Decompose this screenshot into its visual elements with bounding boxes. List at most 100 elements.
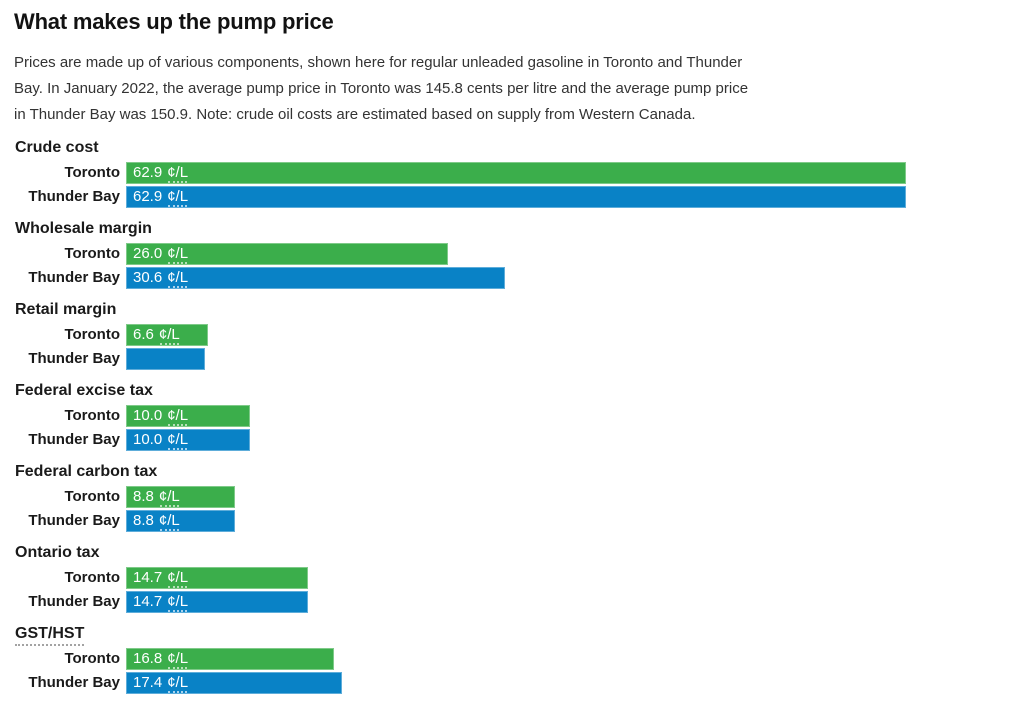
thunder-bay-bar: 17.4 ¢/L — [126, 672, 342, 694]
bar-value: 6.6 ¢/L — [126, 324, 180, 346]
row-label-toronto: Toronto — [64, 650, 120, 667]
unit-term[interactable]: ¢/L — [159, 324, 180, 346]
toronto-bar: 10.0 ¢/L — [126, 405, 250, 427]
bar-value: 30.6 ¢/L — [126, 267, 188, 289]
thunder-bay-bar: 30.6 ¢/L — [126, 267, 506, 289]
bar-value: 8.8 ¢/L — [126, 510, 180, 532]
category-label: Ontario tax — [15, 544, 100, 561]
toronto-bar: 8.8 ¢/L — [126, 486, 236, 508]
category-header: Federal excise tax — [15, 382, 912, 400]
unit-term[interactable]: ¢/L — [167, 405, 188, 427]
row-label-toronto: Toronto — [64, 245, 120, 262]
bar-value: 62.9 ¢/L — [126, 162, 188, 184]
bar-row: Toronto 62.9 ¢/L — [14, 162, 912, 184]
toronto-bar: 26.0 ¢/L — [126, 243, 449, 265]
bar-row: Thunder Bay 30.6 ¢/L — [14, 267, 912, 289]
article: What makes up the pump price Prices are … — [14, 9, 912, 694]
bar-track: 62.9 ¢/L — [126, 162, 906, 184]
category-header: GST/HST — [15, 625, 912, 646]
bar-row: Thunder Bay 10.0 ¢/L — [14, 429, 912, 451]
gst-hst-term[interactable]: GST/HST — [15, 625, 85, 646]
category-label: Federal excise tax — [15, 382, 153, 399]
bar-row: Toronto 14.7 ¢/L — [14, 567, 912, 589]
category-label: Wholesale margin — [15, 220, 152, 237]
row-label-toronto: Toronto — [64, 407, 120, 424]
unit-term[interactable]: ¢/L — [167, 186, 188, 208]
unit-term[interactable]: ¢/L — [167, 267, 188, 289]
row-label-toronto: Toronto — [64, 326, 120, 343]
bar-value: 8.8 ¢/L — [126, 486, 180, 508]
unit-term[interactable]: ¢/L — [167, 648, 188, 670]
bar-track: 14.7 ¢/L — [126, 591, 906, 613]
thunder-bay-bar: 62.9 ¢/L — [126, 186, 906, 208]
bar-track: 14.7 ¢/L — [126, 567, 906, 589]
bar-value: 16.8 ¢/L — [126, 648, 188, 670]
row-label-thunder-bay: Thunder Bay — [28, 431, 120, 448]
page-title: What makes up the pump price — [14, 9, 334, 34]
bar-row: Toronto 10.0 ¢/L — [14, 405, 912, 427]
bar-row: Toronto 26.0 ¢/L — [14, 243, 912, 265]
bar-row: Thunder Bay 62.9 ¢/L — [14, 186, 912, 208]
bar-value: 10.0 ¢/L — [126, 405, 188, 427]
row-label-toronto: Toronto — [64, 569, 120, 586]
bar-row: Toronto 16.8 ¢/L — [14, 648, 912, 670]
bar-value-number: 30.6 — [133, 269, 163, 286]
row-label-thunder-bay: Thunder Bay — [28, 350, 120, 367]
bar-value-number: 14.7 — [133, 569, 163, 586]
chart-group-federal-carbon-tax: Federal carbon tax Toronto 8.8 ¢/L Thunde… — [14, 463, 912, 532]
bar-row: Toronto 8.8 ¢/L — [14, 486, 912, 508]
bar-value: 10.0 ¢/L — [126, 429, 188, 451]
bar-value: 14.7 ¢/L — [126, 567, 188, 589]
bar-track: 26.0 ¢/L — [126, 243, 906, 265]
bar-track: 10.0 ¢/L — [126, 405, 906, 427]
bar-value-number: 62.9 — [133, 164, 163, 181]
bar-value-number: 26.0 — [133, 245, 163, 262]
bar-track: 16.8 ¢/L — [126, 648, 906, 670]
unit-term[interactable]: ¢/L — [159, 486, 180, 508]
unit-term[interactable]: ¢/L — [167, 672, 188, 694]
unit-term[interactable]: ¢/L — [159, 510, 180, 532]
bar-value: 14.7 ¢/L — [126, 591, 188, 613]
toronto-bar: 6.6 ¢/L — [126, 324, 208, 346]
row-label-thunder-bay: Thunder Bay — [28, 512, 120, 529]
bar-value-number: 10.0 — [133, 407, 163, 424]
bar-value-number: 62.9 — [133, 188, 163, 205]
thunder-bay-bar: 8.8 ¢/L — [126, 510, 236, 532]
row-label-thunder-bay: Thunder Bay — [28, 188, 120, 205]
chart-group-crude-cost: Crude cost Toronto 62.9 ¢/L Thunder Bay 6… — [14, 139, 912, 208]
bar-track: 6.6 ¢/L — [126, 324, 906, 346]
bar-track: 10.0 ¢/L — [126, 429, 906, 451]
unit-term[interactable]: ¢/L — [167, 429, 188, 451]
bar-track: 17.4 ¢/L — [126, 672, 906, 694]
unit-term[interactable]: ¢/L — [167, 243, 188, 265]
unit-term[interactable]: ¢/L — [167, 567, 188, 589]
bar-track: 62.9 ¢/L — [126, 186, 906, 208]
bar-track: 30.6 ¢/L — [126, 267, 906, 289]
category-label: Federal carbon tax — [15, 463, 158, 480]
category-label: Crude cost — [15, 139, 99, 156]
category-label: Retail margin — [15, 301, 117, 318]
row-label-thunder-bay: Thunder Bay — [28, 269, 120, 286]
bar-value-number: 10.0 — [133, 431, 163, 448]
row-label-thunder-bay: Thunder Bay — [28, 674, 120, 691]
category-header: Retail margin — [15, 301, 912, 319]
thunder-bay-bar: 14.7 ¢/L — [126, 591, 309, 613]
bar-value: 62.9 ¢/L — [126, 186, 188, 208]
row-label-toronto: Toronto — [64, 488, 120, 505]
bar-value-number: 6.6 — [133, 326, 154, 343]
bar-value-number: 17.4 — [133, 674, 163, 691]
chart-group-retail-margin: Retail margin Toronto 6.6 ¢/L Thunder Bay — [14, 301, 912, 370]
bar-value — [126, 348, 133, 370]
bar-value-number: 16.8 — [133, 650, 163, 667]
bar-row: Toronto 6.6 ¢/L — [14, 324, 912, 346]
chart-group-wholesale-margin: Wholesale margin Toronto 26.0 ¢/L Thunder… — [14, 220, 912, 289]
unit-term[interactable]: ¢/L — [167, 162, 188, 184]
category-header: Federal carbon tax — [15, 463, 912, 481]
unit-term[interactable]: ¢/L — [167, 591, 188, 613]
chart-group-federal-excise-tax: Federal excise tax Toronto 10.0 ¢/L Thund… — [14, 382, 912, 451]
toronto-bar: 62.9 ¢/L — [126, 162, 906, 184]
category-header: Wholesale margin — [15, 220, 912, 238]
bar-value-number: 8.8 — [133, 488, 154, 505]
thunder-bay-bar: 10.0 ¢/L — [126, 429, 250, 451]
toronto-bar: 14.7 ¢/L — [126, 567, 309, 589]
